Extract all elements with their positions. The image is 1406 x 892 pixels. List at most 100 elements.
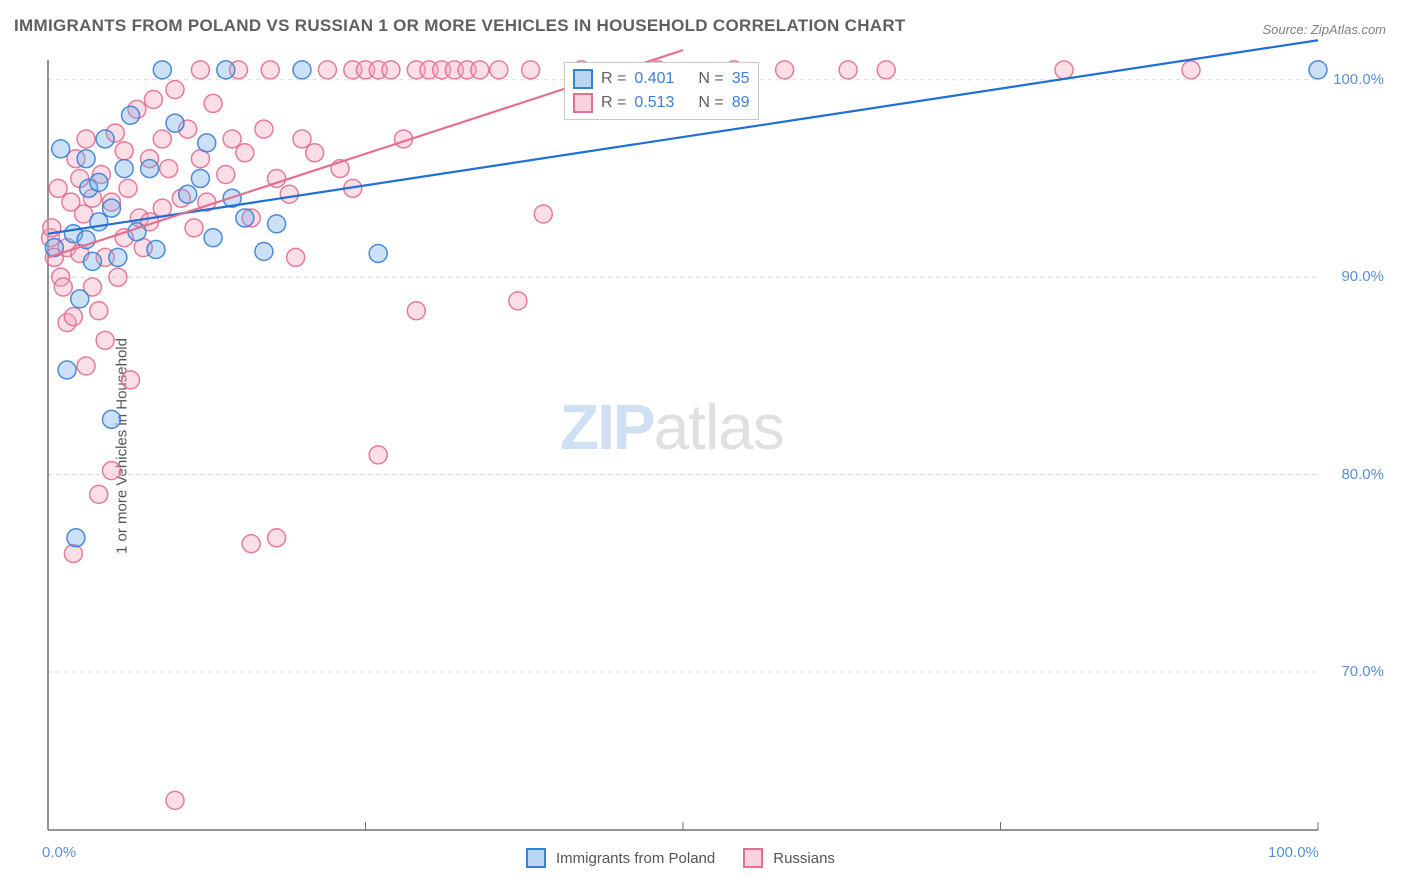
point-poland	[179, 185, 197, 203]
legend-stat-row-russians: R = 0.513 N = 89	[573, 91, 750, 115]
point-russians	[90, 302, 108, 320]
point-russians	[96, 331, 114, 349]
point-poland	[90, 173, 108, 191]
point-russians	[109, 268, 127, 286]
point-russians	[280, 185, 298, 203]
point-poland	[77, 150, 95, 168]
point-russians	[369, 446, 387, 464]
legend-label-poland: Immigrants from Poland	[556, 850, 715, 867]
point-russians	[1182, 61, 1200, 79]
point-poland	[103, 410, 121, 428]
xtick-label-right: 100.0%	[1268, 844, 1319, 861]
point-poland	[83, 252, 101, 270]
point-poland	[147, 241, 165, 259]
point-russians	[293, 130, 311, 148]
point-russians	[407, 302, 425, 320]
legend-swatch-poland	[573, 69, 593, 89]
point-russians	[103, 462, 121, 480]
r-value: 0.401	[634, 70, 674, 88]
point-russians	[268, 529, 286, 547]
correlation-legend: R = 0.401 N = 35 R = 0.513 N = 89	[564, 62, 759, 120]
r-label: R =	[601, 94, 626, 112]
point-poland	[103, 199, 121, 217]
point-russians	[191, 61, 209, 79]
legend-stat-row-poland: R = 0.401 N = 35	[573, 67, 750, 91]
point-poland	[217, 61, 235, 79]
point-poland	[236, 209, 254, 227]
r-value: 0.513	[634, 94, 674, 112]
point-poland	[115, 160, 133, 178]
n-label: N =	[698, 94, 723, 112]
point-russians	[287, 248, 305, 266]
point-russians	[223, 130, 241, 148]
point-russians	[839, 61, 857, 79]
xtick-label-left: 0.0%	[42, 844, 76, 861]
ytick-label: 70.0%	[1324, 663, 1384, 680]
n-label: N =	[698, 70, 723, 88]
point-poland	[198, 134, 216, 152]
point-russians	[242, 535, 260, 553]
point-russians	[160, 160, 178, 178]
point-russians	[776, 61, 794, 79]
point-russians	[144, 90, 162, 108]
legend-swatch-russians	[573, 93, 593, 113]
ytick-label: 80.0%	[1324, 466, 1384, 483]
point-russians	[64, 545, 82, 563]
point-poland	[90, 213, 108, 231]
point-poland	[293, 61, 311, 79]
point-poland	[204, 229, 222, 247]
point-russians	[204, 94, 222, 112]
point-poland	[109, 248, 127, 266]
chart-title: IMMIGRANTS FROM POLAND VS RUSSIAN 1 OR M…	[14, 16, 906, 36]
point-russians	[471, 61, 489, 79]
point-russians	[115, 142, 133, 160]
n-value: 35	[732, 70, 750, 88]
point-russians	[54, 278, 72, 296]
point-poland	[67, 529, 85, 547]
point-poland	[268, 215, 286, 233]
point-poland	[153, 61, 171, 79]
point-russians	[534, 205, 552, 223]
point-russians	[64, 308, 82, 326]
point-poland	[58, 361, 76, 379]
point-russians	[318, 61, 336, 79]
point-poland	[255, 243, 273, 261]
point-russians	[49, 179, 67, 197]
legend-swatch-russians	[743, 848, 763, 868]
point-russians	[236, 144, 254, 162]
point-poland	[166, 114, 184, 132]
point-russians	[90, 485, 108, 503]
point-russians	[166, 791, 184, 809]
ytick-label: 90.0%	[1324, 268, 1384, 285]
r-label: R =	[601, 70, 626, 88]
n-value: 89	[732, 94, 750, 112]
point-russians	[522, 61, 540, 79]
point-poland	[191, 169, 209, 187]
point-russians	[185, 219, 203, 237]
point-russians	[261, 61, 279, 79]
point-russians	[166, 81, 184, 99]
scatter-plot	[48, 60, 1318, 830]
legend-label-russians: Russians	[773, 850, 835, 867]
ytick-label: 100.0%	[1324, 71, 1384, 88]
legend-swatch-poland	[526, 848, 546, 868]
point-russians	[490, 61, 508, 79]
point-poland	[52, 140, 70, 158]
point-russians	[122, 371, 140, 389]
point-russians	[1055, 61, 1073, 79]
series-russians	[42, 61, 1200, 810]
point-russians	[877, 61, 895, 79]
source-label: Source: ZipAtlas.com	[1262, 22, 1386, 37]
point-poland	[369, 244, 387, 262]
point-poland	[71, 290, 89, 308]
point-poland	[96, 130, 114, 148]
point-russians	[382, 61, 400, 79]
point-russians	[153, 130, 171, 148]
point-poland	[141, 160, 159, 178]
point-poland	[122, 106, 140, 124]
point-russians	[255, 120, 273, 138]
point-russians	[119, 179, 137, 197]
point-russians	[77, 357, 95, 375]
point-russians	[306, 144, 324, 162]
point-russians	[217, 166, 235, 184]
